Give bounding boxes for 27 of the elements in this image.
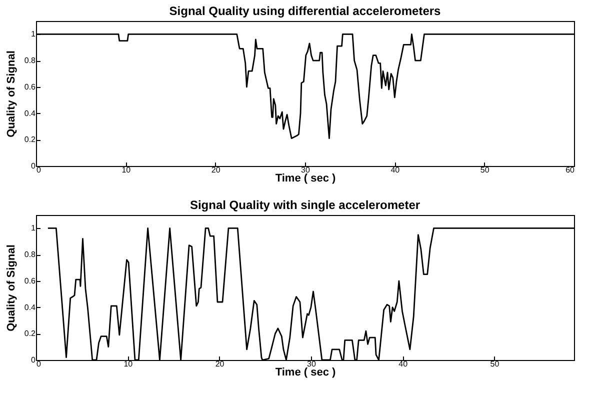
x-tick-label: 20	[211, 166, 221, 174]
x-tick-label: 40	[398, 360, 408, 368]
y-tick-label: 0.6	[24, 82, 36, 92]
x-tick-label: 10	[122, 166, 132, 174]
x-tick-label: 50	[490, 360, 500, 368]
x-axis-title: Time ( sec )	[275, 172, 336, 184]
x-tick-label: 30	[301, 166, 310, 174]
y-tick-label: 0.2	[24, 329, 36, 338]
x-axis-title: Time ( sec )	[275, 366, 336, 378]
y-tick-label: 0.6	[24, 276, 36, 286]
y-axis-title: Quality of Signal	[5, 50, 18, 138]
y-axis-title: Quality of Signal	[5, 244, 18, 332]
chart-title: Signal Quality with single accelerometer	[190, 198, 420, 212]
y-tick-label: 0.4	[24, 108, 36, 118]
chart-title: Signal Quality using differential accelerometers	[169, 4, 442, 18]
x-tick-label: 50	[480, 166, 490, 174]
x-tick-label: 20	[215, 360, 225, 368]
y-tick-label: 0.2	[24, 135, 36, 144]
y-tick-label: 1	[31, 30, 36, 39]
x-tick-label: 30	[307, 360, 316, 368]
x-tick-label: 60	[566, 166, 576, 174]
y-tick-label: 1	[31, 224, 36, 233]
y-tick-label: 0.4	[24, 302, 36, 312]
x-tick-label: 10	[124, 360, 134, 368]
x-tick-label: 40	[390, 166, 400, 174]
y-tick-label: 0.8	[24, 56, 36, 66]
y-tick-label: 0.8	[24, 250, 36, 260]
